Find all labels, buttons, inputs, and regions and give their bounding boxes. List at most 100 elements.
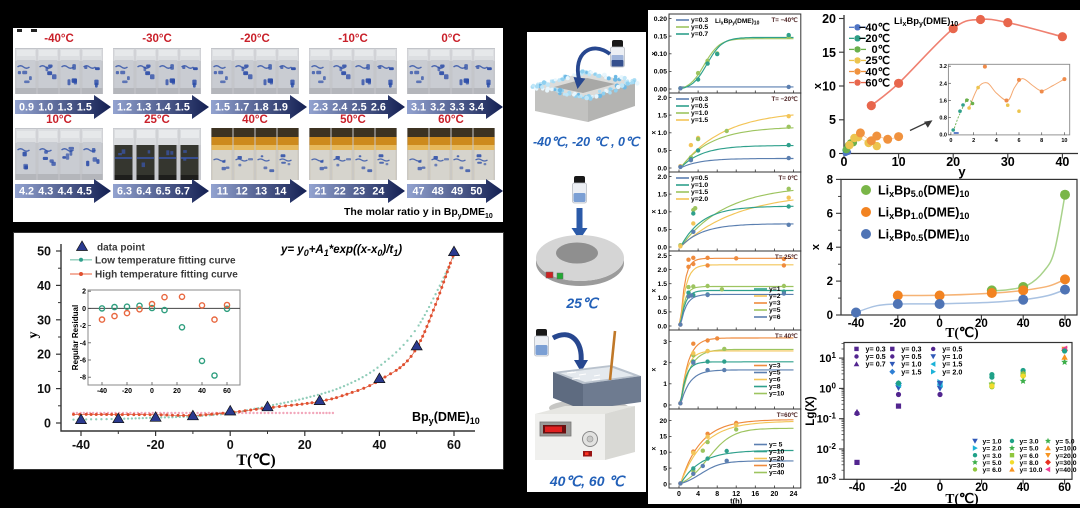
svg-text:0.5: 0.5 [658,148,668,155]
svg-text:0: 0 [663,402,667,409]
svg-text:60: 60 [1059,318,1072,330]
svg-text:22: 22 [334,186,346,198]
svg-text:6.3: 6.3 [117,186,132,198]
svg-text:20: 20 [298,438,312,452]
svg-text:LixBp0.5(DME)10: LixBp0.5(DME)10 [878,228,969,244]
svg-text:0.0: 0.0 [939,133,947,139]
svg-text:0.5: 0.5 [658,227,668,234]
svg-text:x: x [812,82,824,89]
svg-text:20: 20 [975,482,988,494]
svg-text:-20: -20 [890,482,907,494]
svg-text:y=0.5: y=0.5 [691,175,708,182]
svg-text:20: 20 [946,155,960,169]
svg-text:0: 0 [936,318,942,330]
svg-text:30: 30 [37,313,51,327]
svg-text:2.0: 2.0 [658,174,668,181]
svg-text:20: 20 [37,348,51,362]
svg-text:y=6: y=6 [769,314,781,321]
svg-text:y= 5.0: y= 5.0 [983,460,1002,467]
svg-text:1.0: 1.0 [658,209,668,216]
svg-text:30: 30 [1001,155,1015,169]
svg-text:0: 0 [827,310,833,322]
svg-text:y=2: y=2 [769,293,781,300]
svg-text:x: x [651,51,658,55]
svg-text:48: 48 [432,186,444,198]
svg-text:y= 5.0: y= 5.0 [1056,439,1075,446]
svg-text:14: 14 [274,186,286,198]
svg-text:y=20: y=20 [769,456,785,463]
svg-text:49: 49 [451,186,463,198]
svg-text:y= 8.0: y= 8.0 [1020,460,1039,467]
svg-text:1.6: 1.6 [939,99,947,105]
svg-text:y=0.3: y=0.3 [691,17,708,24]
svg-text:y=30.0: y=30.0 [1056,460,1077,467]
svg-text:50: 50 [470,186,482,198]
svg-text:-40℃, -20 ℃ , 0℃: -40℃, -20 ℃ , 0℃ [533,135,641,149]
svg-text:1.5: 1.5 [77,102,92,114]
svg-text:y=10: y=10 [769,391,785,398]
svg-text:T= −20℃: T= −20℃ [771,96,798,103]
svg-text:y= 1.5: y= 1.5 [942,360,962,369]
svg-text:6.7: 6.7 [175,186,190,198]
svg-text:2: 2 [827,276,833,288]
svg-text:−40℃: −40℃ [859,22,890,34]
svg-text:y=3: y=3 [769,363,781,370]
svg-text:0: 0 [150,388,154,395]
svg-text:-4: -4 [80,340,86,347]
svg-text:1.9: 1.9 [273,102,288,114]
svg-text:0.0: 0.0 [658,165,668,172]
svg-text:20: 20 [659,418,667,425]
svg-text:0℃: 0℃ [872,44,890,56]
svg-text:0: 0 [841,155,848,169]
svg-text:y= 0.5: y= 0.5 [942,345,962,354]
svg-text:4: 4 [827,242,834,254]
svg-text:y= 2.0: y= 2.0 [942,367,962,376]
svg-text:8: 8 [827,174,834,186]
svg-text:24: 24 [372,186,384,198]
svg-text:3.2: 3.2 [430,102,445,114]
svg-text:13: 13 [255,186,267,198]
svg-text:6.4: 6.4 [136,186,151,198]
svg-text:y= 10.0: y= 10.0 [1020,467,1043,474]
svg-text:1.0: 1.0 [658,295,668,302]
svg-text:3.3: 3.3 [450,102,465,114]
svg-text:8: 8 [715,491,719,498]
svg-text:LixBpy(DME)10: LixBpy(DME)10 [715,18,760,27]
svg-text:25℃: 25℃ [865,55,890,67]
svg-text:0.20: 0.20 [654,16,667,23]
svg-text:12: 12 [236,186,248,198]
svg-text:40: 40 [372,438,386,452]
svg-text:T= 25℃: T= 25℃ [775,254,798,261]
svg-text:2.0: 2.0 [658,267,668,274]
svg-text:y=40: y=40 [769,470,785,477]
svg-text:40: 40 [1017,482,1030,494]
svg-text:40℃, 60 ℃: 40℃, 60 ℃ [549,473,627,489]
svg-text:40: 40 [37,279,51,293]
svg-text:x: x [651,446,658,450]
svg-text:T= 0℃: T= 0℃ [778,175,798,182]
svg-text:40: 40 [198,388,206,395]
svg-text:2: 2 [972,138,975,144]
svg-text:Lg(X): Lg(X) [805,396,817,426]
svg-text:y= 1.5: y= 1.5 [901,367,921,376]
svg-text:1.5: 1.5 [215,102,230,114]
svg-text:-20: -20 [889,318,906,330]
svg-text:10: 10 [822,80,836,94]
svg-text:-6: -6 [80,358,86,365]
svg-text:5: 5 [829,113,836,127]
svg-text:t(h): t(h) [730,497,743,505]
svg-text:y=2.0: y=2.0 [691,196,708,203]
svg-text:1.5: 1.5 [175,102,190,114]
svg-text:-20: -20 [122,388,132,395]
svg-text:4.2: 4.2 [19,186,34,198]
svg-text:y=0.3: y=0.3 [691,96,708,103]
svg-text:-8: -8 [80,375,86,382]
svg-text:y=30: y=30 [769,463,785,470]
svg-text:y=10.0: y=10.0 [1056,446,1077,453]
svg-text:y= 5: y= 5 [769,442,783,449]
svg-text:y= 2.0: y= 2.0 [983,446,1002,453]
svg-text:4.3: 4.3 [38,186,53,198]
svg-text:0.5: 0.5 [658,309,668,316]
svg-text:y= 0.3: y= 0.3 [866,345,886,354]
svg-text:11: 11 [217,186,228,198]
